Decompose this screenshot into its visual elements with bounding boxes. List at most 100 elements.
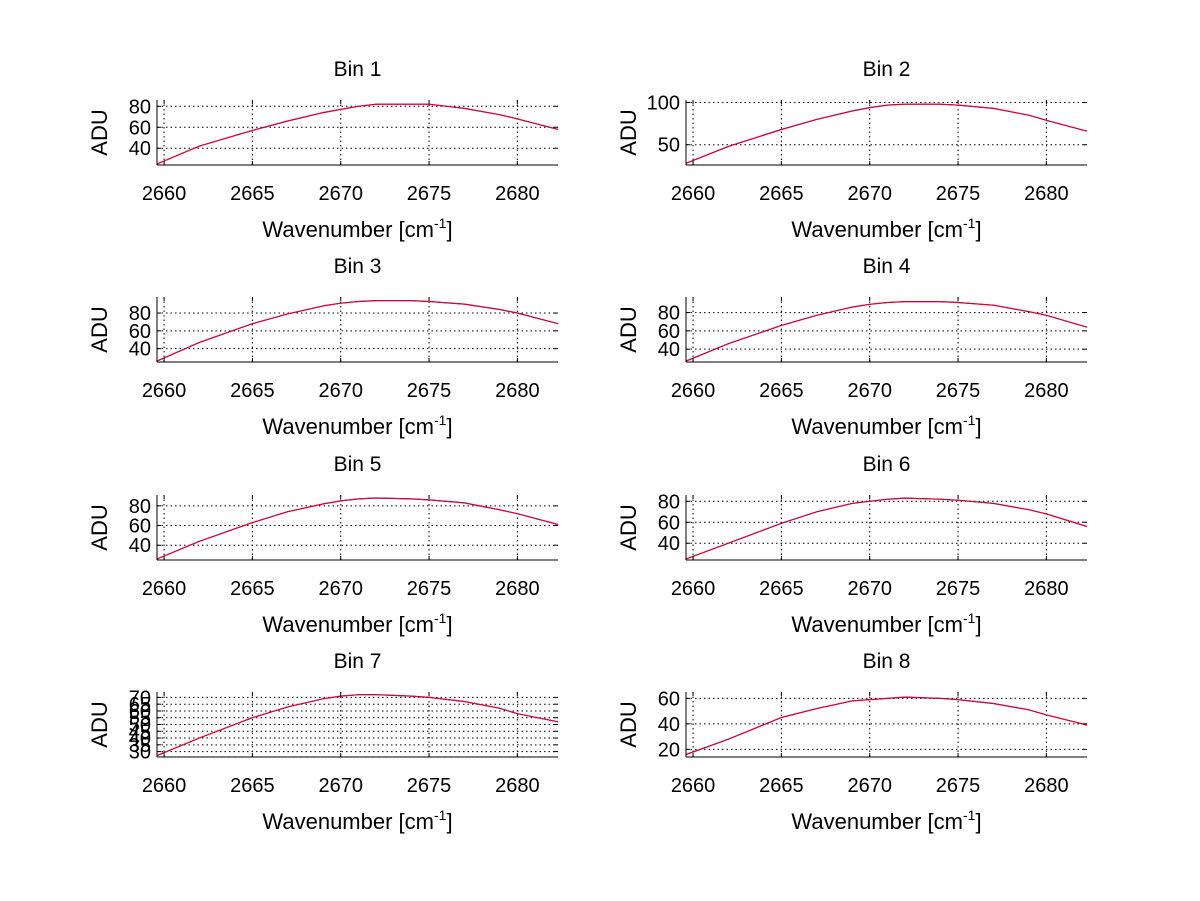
y-tick-label: 60: [658, 321, 680, 343]
y-axis-label: ADU: [616, 109, 641, 155]
x-tick-label: 2680: [495, 775, 540, 797]
x-tick-label: 2675: [407, 578, 452, 600]
x-tick-label: 2675: [936, 183, 981, 205]
plot-area: [686, 692, 1087, 757]
x-axis-label-bracket: ]: [446, 809, 452, 834]
plot-area: [157, 495, 558, 560]
y-tick-label: 40: [658, 339, 680, 361]
plot-area: [686, 495, 1087, 560]
x-tick-label: 2660: [142, 775, 187, 797]
x-tick-label: 2680: [495, 380, 540, 402]
x-tick-label: 2675: [407, 775, 452, 797]
y-tick-label: 60: [129, 117, 151, 139]
subplot-bin-8: 2660 2665 2670 2675 2680 20 40 60 Bin 8 ADU Wavenu…: [616, 650, 1088, 834]
x-tick-label: 2680: [1024, 183, 1069, 205]
x-axis-label-superscript: -1: [963, 412, 976, 428]
y-tick-label: 40: [129, 728, 151, 750]
y-tick-label: 50: [658, 135, 680, 157]
series-line-red: [685, 497, 1088, 560]
x-axis-label-superscript: -1: [434, 412, 447, 428]
y-axis-label: ADU: [616, 701, 641, 747]
y-tick-label: 80: [129, 496, 151, 518]
y-tick-label: 100: [647, 93, 680, 115]
x-axis-label-superscript: -1: [434, 215, 447, 231]
x-tick-label: 2675: [936, 380, 981, 402]
y-axis-label: ADU: [616, 306, 641, 352]
subplot-title: Bin 1: [334, 58, 382, 81]
y-axis-label: ADU: [87, 109, 112, 155]
x-axis-label-bracket: ]: [975, 414, 981, 439]
y-tick-label: 60: [129, 701, 151, 723]
x-tick-label: 2665: [759, 578, 804, 600]
y-axis-label: ADU: [87, 306, 112, 352]
y-tick-label: 80: [658, 303, 680, 325]
plot-area: [157, 692, 558, 757]
x-axis-label-superscript: -1: [963, 807, 976, 823]
x-tick-label: 2680: [1024, 775, 1069, 797]
x-axis-label-text: Wavenumber [cm: [262, 809, 434, 834]
x-tick-label: 2665: [230, 775, 275, 797]
x-tick-label: 2670: [318, 183, 363, 205]
x-tick-label: 2660: [671, 183, 716, 205]
plot-area: [157, 297, 558, 362]
x-axis-label: Wavenumber [cm-1]: [791, 412, 981, 439]
x-tick-label: 2675: [407, 183, 452, 205]
x-tick-label: 2675: [407, 380, 452, 402]
x-axis-label-text: Wavenumber [cm: [791, 414, 963, 439]
x-tick-label: 2680: [495, 183, 540, 205]
x-axis-label-text: Wavenumber [cm: [791, 217, 963, 242]
y-tick-label: 45: [129, 721, 151, 743]
series-line-red: [156, 300, 559, 362]
x-axis-label: Wavenumber [cm-1]: [262, 807, 452, 834]
y-tick-label: 40: [658, 714, 680, 736]
x-tick-label: 2660: [142, 380, 187, 402]
x-tick-label: 2660: [671, 380, 716, 402]
x-tick-label: 2680: [1024, 578, 1069, 600]
x-tick-label: 2665: [759, 380, 804, 402]
subplot-title: Bin 7: [334, 650, 382, 673]
x-axis-label-superscript: -1: [434, 807, 447, 823]
x-axis-label-bracket: ]: [975, 612, 981, 637]
y-axis-label: ADU: [616, 504, 641, 550]
y-tick-label: 40: [129, 138, 151, 160]
x-axis-label: Wavenumber [cm-1]: [262, 215, 452, 242]
x-axis-label: Wavenumber [cm-1]: [262, 412, 452, 439]
y-tick-label: 30: [129, 742, 151, 764]
subplot-title: Bin 8: [863, 650, 911, 673]
x-tick-label: 2660: [142, 578, 187, 600]
series-line-red: [685, 696, 1088, 755]
x-tick-label: 2675: [936, 578, 981, 600]
subplot-title: Bin 4: [863, 255, 911, 278]
y-tick-label: 60: [658, 688, 680, 710]
x-tick-label: 2660: [671, 578, 716, 600]
x-axis-label-bracket: ]: [975, 809, 981, 834]
x-tick-label: 2665: [230, 380, 275, 402]
y-tick-label: 40: [129, 535, 151, 557]
y-tick-label: 80: [658, 491, 680, 513]
x-tick-label: 2670: [318, 775, 363, 797]
x-tick-label: 2665: [759, 775, 804, 797]
y-tick-label: 80: [129, 303, 151, 325]
x-tick-label: 2665: [759, 183, 804, 205]
x-tick-label: 2665: [230, 578, 275, 600]
subplot-title: Bin 5: [334, 453, 382, 476]
x-axis-label-text: Wavenumber [cm: [791, 612, 963, 637]
x-tick-label: 2670: [847, 380, 892, 402]
x-axis-label: Wavenumber [cm-1]: [262, 610, 452, 637]
x-axis-label-superscript: -1: [963, 215, 976, 231]
x-tick-label: 2660: [671, 775, 716, 797]
x-axis-label: Wavenumber [cm-1]: [791, 807, 981, 834]
x-tick-label: 2680: [1024, 380, 1069, 402]
plot-area: [686, 100, 1087, 165]
x-tick-label: 2670: [847, 578, 892, 600]
y-tick-label: 65: [129, 694, 151, 716]
y-tick-label: 60: [129, 321, 151, 343]
series-line-red: [156, 694, 559, 757]
y-tick-label: 40: [129, 339, 151, 361]
x-tick-label: 2670: [318, 380, 363, 402]
